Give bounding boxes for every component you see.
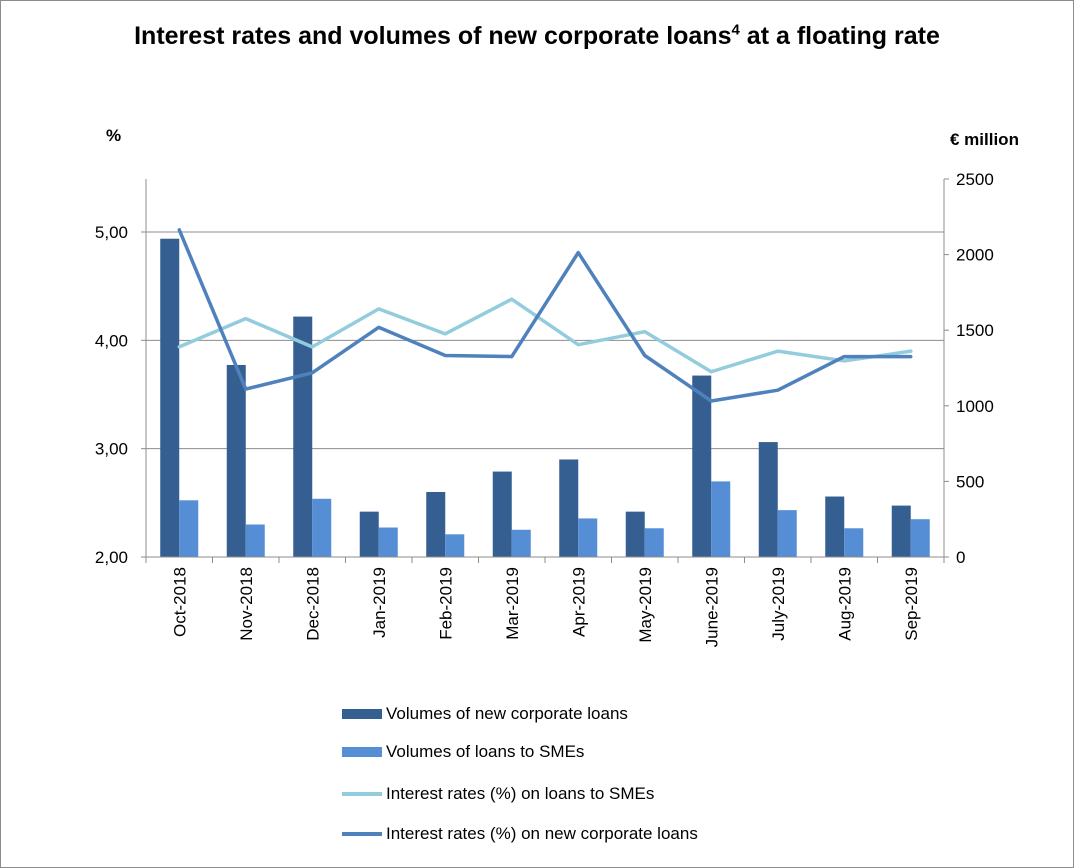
right-tick-label-0: 0 — [956, 548, 965, 567]
point-sme-rate-8 — [710, 371, 712, 373]
point-sme-rate-11 — [910, 350, 912, 352]
point-sme-rate-5 — [511, 298, 513, 300]
point-corporate-rate-4 — [444, 355, 446, 356]
point-sme-rate-4 — [444, 333, 446, 335]
x-tick-label-8: June-2019 — [702, 567, 721, 647]
tick-labels: 2,00 3,00 4,00 5,00 0 500 1000 1500 2000 2500 Oct-… — [95, 170, 994, 647]
bar-corporate-volume-8 — [692, 375, 712, 557]
x-tick-label-3: Jan-2019 — [370, 567, 389, 638]
bar-corporate-volume-2 — [293, 316, 313, 557]
bar-sme-volume-8 — [711, 481, 731, 557]
bar-corporate-volume-5 — [492, 471, 512, 557]
axes — [141, 178, 949, 563]
bar-sme-volume-4 — [445, 534, 465, 557]
bar-corporate-volume-0 — [160, 238, 180, 557]
bar-sme-volume-0 — [179, 500, 199, 557]
bar-sme-volume-1 — [245, 524, 265, 557]
x-tick-label-7: May-2019 — [636, 567, 655, 643]
line-sme-rates — [177, 297, 913, 374]
right-tick-label-4: 2000 — [956, 246, 994, 265]
legend-swatch-sme-rates — [342, 792, 382, 796]
right-axis-unit: € million — [950, 130, 1019, 149]
bar-corporate-volume-1 — [226, 364, 246, 557]
legend-swatch-corporate-volumes — [342, 709, 382, 719]
point-sme-rate-0 — [178, 346, 180, 348]
legend-label-corporate-rates: Interest rates (%) on new corporate loan… — [386, 824, 698, 843]
point-sme-rate-2 — [311, 346, 313, 348]
bar-sme-volume-11 — [910, 519, 930, 557]
bar-sme-volume-10 — [844, 528, 864, 557]
bar-sme-volume-6 — [578, 518, 598, 557]
bar-corporate-volume-9 — [758, 442, 778, 557]
legend-label-sme-rates: Interest rates (%) on loans to SMEs — [386, 784, 655, 803]
point-corporate-rate-10 — [843, 356, 845, 358]
point-corporate-rate-3 — [378, 326, 380, 328]
bar-corporate-volume-3 — [359, 511, 379, 557]
bar-sme-volume-3 — [378, 527, 398, 557]
bar-series-group — [160, 238, 930, 557]
left-tick-label-0: 2,00 — [95, 548, 128, 567]
bar-corporate-volume-7 — [625, 511, 645, 557]
x-tick-label-0: Oct-2018 — [170, 567, 189, 637]
point-corporate-rate-9 — [777, 389, 779, 391]
left-tick-label-1: 3,00 — [95, 440, 128, 459]
chart-title-superscript: 4 — [731, 21, 740, 39]
bar-corporate-volume-10 — [825, 496, 845, 557]
bar-corporate-volume-4 — [426, 491, 446, 557]
x-tick-label-2: Dec-2018 — [303, 567, 322, 641]
point-corporate-rate-7 — [644, 355, 646, 356]
right-tick-label-3: 1500 — [956, 321, 994, 340]
x-tick-label-1: Nov-2018 — [237, 567, 256, 641]
chart-title-text: Interest rates and volumes of new corpor… — [134, 22, 732, 50]
left-tick-label-3: 5,00 — [95, 223, 128, 242]
left-axis-unit: % — [106, 126, 122, 145]
bar-corporate-volume-6 — [559, 459, 579, 557]
x-tick-label-9: July-2019 — [769, 567, 788, 641]
combo-chart: 2,00 3,00 4,00 5,00 0 500 1000 1500 2000 2500 Oct-… — [95, 170, 994, 647]
bar-sme-volume-7 — [644, 528, 664, 557]
left-tick-label-2: 4,00 — [95, 331, 128, 350]
right-tick-label-2: 1000 — [956, 397, 994, 416]
point-sme-rate-1 — [245, 318, 247, 320]
point-sme-rate-3 — [378, 308, 380, 310]
bar-corporate-volume-11 — [891, 505, 911, 557]
x-tick-label-10: Aug-2019 — [835, 567, 854, 641]
point-sme-rate-10 — [843, 360, 845, 362]
legend-label-sme-volumes: Volumes of loans to SMEs — [386, 742, 585, 761]
bar-sme-volume-5 — [511, 529, 531, 557]
point-sme-rate-9 — [777, 350, 779, 352]
right-tick-label-5: 2500 — [956, 170, 994, 189]
point-corporate-rate-5 — [511, 356, 513, 358]
point-corporate-rate-8 — [710, 400, 712, 402]
right-tick-label-1: 500 — [956, 472, 984, 491]
bar-sme-volume-9 — [777, 510, 797, 557]
line-series-group — [177, 228, 913, 403]
point-sme-rate-7 — [644, 331, 646, 333]
gridlines — [146, 231, 944, 450]
point-corporate-rate-6 — [577, 252, 579, 254]
x-tick-label-6: Apr-2019 — [569, 567, 588, 637]
point-corporate-rate-11 — [910, 356, 912, 358]
x-tick-label-5: Mar-2019 — [503, 567, 522, 640]
point-corporate-rate-1 — [245, 388, 247, 390]
line-corporate-rates — [177, 228, 913, 403]
x-tick-label-4: Feb-2019 — [436, 567, 455, 640]
point-corporate-rate-0 — [178, 229, 180, 231]
bar-sme-volume-2 — [312, 498, 332, 557]
point-corporate-rate-2 — [311, 372, 313, 374]
legend-swatch-corporate-rates — [342, 832, 382, 836]
point-sme-rate-6 — [577, 344, 579, 346]
legend-label-corporate-volumes: Volumes of new corporate loans — [386, 704, 628, 723]
x-tick-label-11: Sep-2019 — [902, 567, 921, 641]
legend-swatch-sme-volumes — [342, 747, 382, 757]
chart-title: Interest rates and volumes of new corpor… — [134, 21, 940, 50]
